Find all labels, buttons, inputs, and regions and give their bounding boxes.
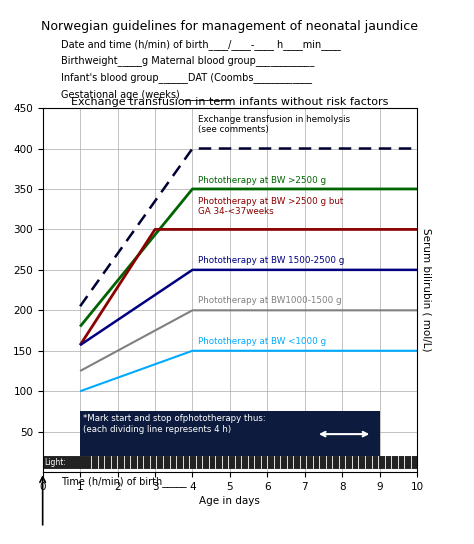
Bar (43, 456, 417, 468)
Text: Phototherapy at BW1000-1500 g: Phototherapy at BW1000-1500 g (198, 296, 342, 306)
Bar (80, 411, 380, 456)
Text: Phototherapy at BW >2500 g: Phototherapy at BW >2500 g (198, 176, 326, 185)
Text: Phototherapy at BW <1000 g: Phototherapy at BW <1000 g (198, 337, 326, 346)
Text: Norwegian guidelines for management of neonatal jaundice: Norwegian guidelines for management of n… (41, 20, 419, 33)
Text: Gestational age (weeks) __________: Gestational age (weeks) __________ (61, 89, 232, 100)
Text: Phototherapy at BW 1500-2500 g: Phototherapy at BW 1500-2500 g (198, 256, 345, 265)
Text: (each dividing line represents 4 h): (each dividing line represents 4 h) (83, 425, 231, 434)
Text: Phototherapy at BW >2500 g but
GA 34-<37weeks: Phototherapy at BW >2500 g but GA 34-<37… (198, 197, 343, 217)
Text: Birthweight_____g Maternal blood group____________: Birthweight_____g Maternal blood group__… (61, 55, 315, 66)
Text: Date and time (h/min) of birth____/____-____ h____min____: Date and time (h/min) of birth____/____-… (61, 39, 341, 50)
Text: *Mark start and stop ofphototherapy thus:: *Mark start and stop ofphototherapy thus… (83, 414, 266, 423)
X-axis label: Age in days: Age in days (200, 496, 260, 506)
Text: Time (h/min) of birth_____: Time (h/min) of birth_____ (61, 475, 187, 486)
Text: Exchange transfusion in term infants without risk factors: Exchange transfusion in term infants wit… (71, 97, 389, 107)
Text: Infant's blood group______DAT (Coombs____________: Infant's blood group______DAT (Coombs___… (61, 72, 312, 83)
Text: Exchange transfusion in hemolysis
(see comments): Exchange transfusion in hemolysis (see c… (198, 115, 350, 134)
Text: Light:: Light: (45, 458, 66, 467)
Y-axis label: Serum bilirubin ( mol/L): Serum bilirubin ( mol/L) (421, 228, 431, 352)
